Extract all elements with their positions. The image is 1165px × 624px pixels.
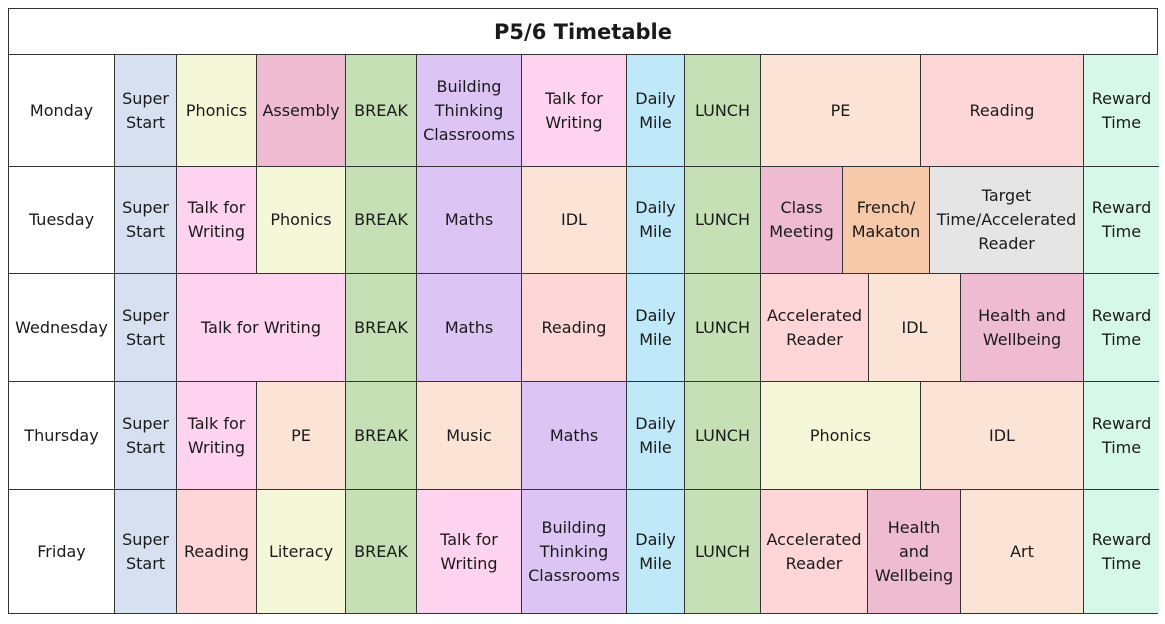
lesson-cell-french-makaton: French/ Makaton bbox=[843, 167, 930, 274]
day-label-monday: Monday bbox=[9, 55, 115, 167]
lesson-cell-phonics: Phonics bbox=[177, 55, 257, 167]
lesson-cell-super-start: Super Start bbox=[115, 490, 177, 613]
lesson-cell-daily-mile: Daily Mile bbox=[627, 274, 685, 382]
lesson-cell-accelerated-reader: Accelerated Reader bbox=[761, 274, 869, 382]
lesson-cell-class-meeting: Class Meeting bbox=[761, 167, 843, 274]
lesson-cell-reward-time: Reward Time bbox=[1084, 55, 1159, 167]
day-label-friday: Friday bbox=[9, 490, 115, 613]
lesson-cell-idl: IDL bbox=[522, 167, 627, 274]
lesson-cell-reading: Reading bbox=[177, 490, 257, 613]
lesson-cell-reward-time: Reward Time bbox=[1084, 490, 1159, 613]
lesson-cell-phonics: Phonics bbox=[257, 167, 346, 274]
lesson-cell-talk-for-writing: Talk for Writing bbox=[177, 274, 346, 382]
lesson-cell-break: BREAK bbox=[346, 382, 417, 490]
lesson-cell-idl: IDL bbox=[921, 382, 1084, 490]
lesson-cell-phonics: Phonics bbox=[761, 382, 921, 490]
lesson-cell-assembly: Assembly bbox=[257, 55, 346, 167]
day-label-thursday: Thursday bbox=[9, 382, 115, 490]
lesson-cell-daily-mile: Daily Mile bbox=[627, 55, 685, 167]
page-title: P5/6 Timetable bbox=[9, 9, 1157, 55]
lesson-cell-break: BREAK bbox=[346, 167, 417, 274]
lesson-cell-pe: PE bbox=[761, 55, 921, 167]
lesson-cell-talk-for-writing: Talk for Writing bbox=[417, 490, 522, 613]
lesson-cell-reading: Reading bbox=[921, 55, 1084, 167]
lesson-cell-maths: Maths bbox=[417, 167, 522, 274]
lesson-cell-accelerated-reader: Accelerated Reader bbox=[761, 490, 868, 613]
lesson-cell-lunch: LUNCH bbox=[685, 55, 761, 167]
lesson-cell-reading: Reading bbox=[522, 274, 627, 382]
lesson-cell-super-start: Super Start bbox=[115, 382, 177, 490]
lesson-cell-talk-for-writing: Talk for Writing bbox=[522, 55, 627, 167]
lesson-cell-music: Music bbox=[417, 382, 522, 490]
day-label-wednesday: Wednesday bbox=[9, 274, 115, 382]
lesson-cell-super-start: Super Start bbox=[115, 55, 177, 167]
lesson-cell-super-start: Super Start bbox=[115, 167, 177, 274]
lesson-cell-break: BREAK bbox=[346, 490, 417, 613]
lesson-cell-talk-for-writing: Talk for Writing bbox=[177, 382, 257, 490]
lesson-cell-lunch: LUNCH bbox=[685, 490, 761, 613]
day-label-tuesday: Tuesday bbox=[9, 167, 115, 274]
lesson-cell-lunch: LUNCH bbox=[685, 167, 761, 274]
lesson-cell-target-time-accelerated-reader: Target Time/Accelerated Reader bbox=[930, 167, 1084, 274]
lesson-cell-daily-mile: Daily Mile bbox=[627, 490, 685, 613]
timetable: P5/6 Timetable Monday Super Start Phonics A… bbox=[8, 8, 1159, 614]
lesson-cell-reward-time: Reward Time bbox=[1084, 274, 1159, 382]
lesson-cell-reward-time: Reward Time bbox=[1084, 167, 1159, 274]
lesson-cell-health-and-wellbeing: Health and Wellbeing bbox=[868, 490, 961, 613]
lesson-cell-daily-mile: Daily Mile bbox=[627, 167, 685, 274]
lesson-cell-pe: PE bbox=[257, 382, 346, 490]
lesson-cell-building-thinking-classrooms: Building Thinking Classrooms bbox=[417, 55, 522, 167]
lesson-cell-art: Art bbox=[961, 490, 1084, 613]
lesson-cell-reward-time: Reward Time bbox=[1084, 382, 1159, 490]
lesson-cell-maths: Maths bbox=[522, 382, 627, 490]
lesson-cell-literacy: Literacy bbox=[257, 490, 346, 613]
lesson-cell-daily-mile: Daily Mile bbox=[627, 382, 685, 490]
lesson-cell-lunch: LUNCH bbox=[685, 274, 761, 382]
lesson-cell-lunch: LUNCH bbox=[685, 382, 761, 490]
lesson-cell-building-thinking-classrooms: Building Thinking Classrooms bbox=[522, 490, 627, 613]
lesson-cell-talk-for-writing: Talk for Writing bbox=[177, 167, 257, 274]
lesson-cell-health-and-wellbeing: Health and Wellbeing bbox=[961, 274, 1084, 382]
lesson-cell-super-start: Super Start bbox=[115, 274, 177, 382]
lesson-cell-break: BREAK bbox=[346, 274, 417, 382]
lesson-cell-break: BREAK bbox=[346, 55, 417, 167]
lesson-cell-maths: Maths bbox=[417, 274, 522, 382]
lesson-cell-idl: IDL bbox=[869, 274, 961, 382]
